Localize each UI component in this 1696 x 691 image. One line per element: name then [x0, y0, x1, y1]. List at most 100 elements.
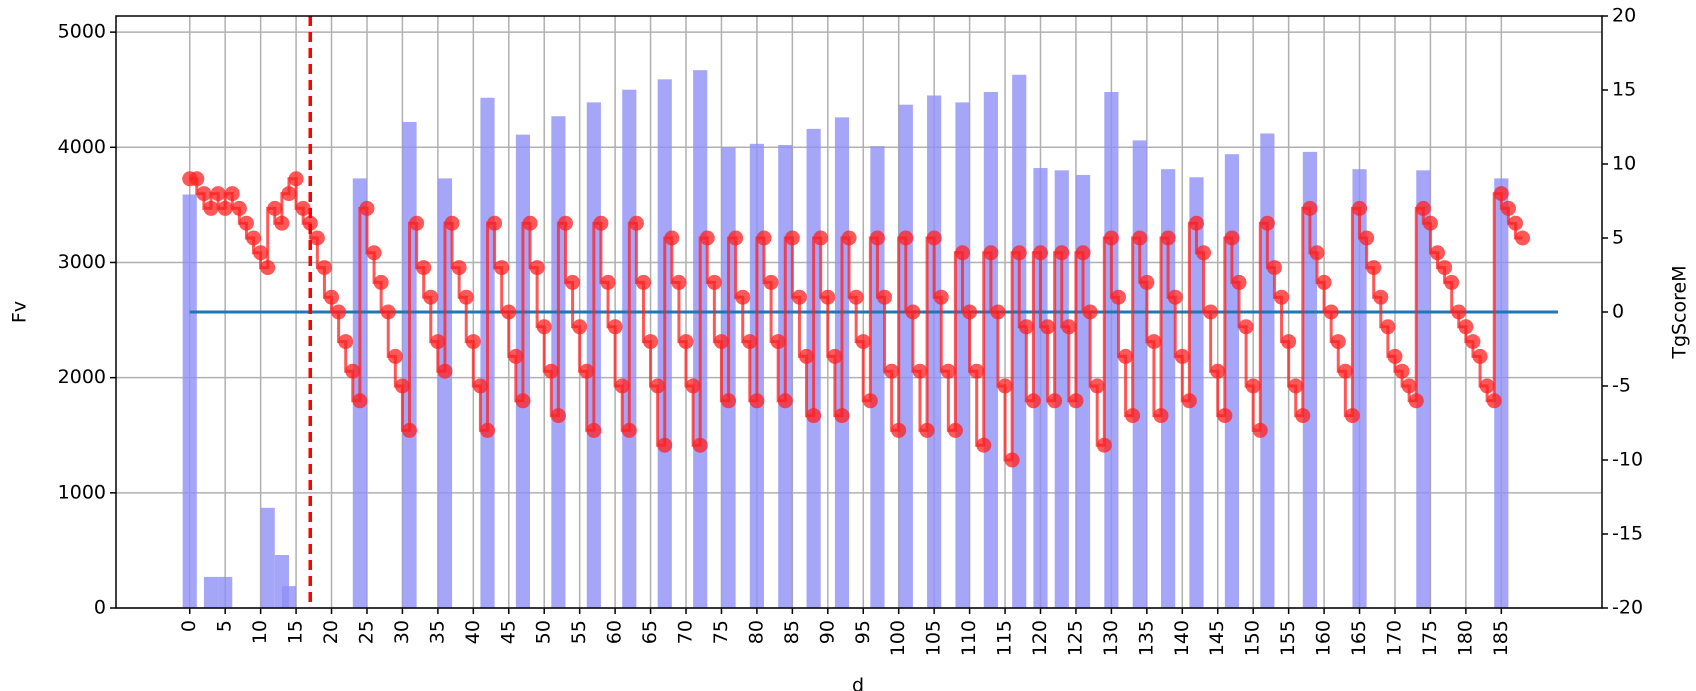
point: [1323, 304, 1339, 320]
y-tick-label: 4000: [58, 136, 106, 158]
x-tick-label: 125: [1064, 620, 1086, 656]
point: [657, 437, 673, 453]
y-tick-label: 2000: [58, 366, 106, 388]
point: [1486, 393, 1502, 409]
point: [1316, 274, 1332, 290]
point: [536, 319, 552, 335]
point: [189, 171, 205, 187]
point: [635, 274, 651, 290]
bar: [281, 586, 297, 608]
x-tick-label: 115: [994, 620, 1016, 656]
point: [1139, 274, 1155, 290]
point: [976, 437, 992, 453]
point: [784, 230, 800, 246]
point: [600, 274, 616, 290]
x-tick-label: 165: [1348, 620, 1370, 656]
point: [1082, 304, 1098, 320]
point: [1281, 334, 1297, 350]
x-axis-label: d: [852, 675, 864, 691]
point: [387, 348, 403, 364]
bar: [1161, 169, 1176, 609]
point: [848, 289, 864, 305]
bar: [1302, 151, 1317, 608]
y2-tick-label: 20: [1612, 5, 1636, 27]
point: [834, 408, 850, 424]
x-tick-label: 40: [462, 620, 484, 644]
y2-tick-label: 0: [1612, 301, 1624, 323]
point: [331, 304, 347, 320]
point: [813, 230, 829, 246]
point: [1224, 230, 1240, 246]
point: [1500, 200, 1516, 216]
point: [1146, 334, 1162, 350]
x-tick-label: 70: [675, 620, 697, 644]
point: [1011, 245, 1027, 261]
bar: [203, 576, 219, 608]
x-tick-label: 0: [178, 620, 200, 632]
point: [1465, 334, 1481, 350]
y2-axis-label: TgScoreM: [1669, 265, 1691, 359]
x-tick-label: 50: [533, 620, 555, 644]
y-tick-label: 5000: [58, 21, 106, 43]
point: [1359, 230, 1375, 246]
point: [1508, 215, 1524, 231]
x-tick-label: 175: [1419, 620, 1441, 656]
bar: [1189, 177, 1204, 609]
point: [260, 260, 276, 276]
point: [933, 289, 949, 305]
y-tick-label: 1000: [58, 481, 106, 503]
y2-tick-label: 5: [1612, 227, 1624, 249]
bar: [1054, 170, 1069, 608]
point: [359, 200, 375, 216]
point: [1344, 408, 1360, 424]
bar: [898, 104, 913, 609]
point: [806, 408, 822, 424]
point: [281, 186, 297, 202]
point: [1437, 260, 1453, 276]
point: [770, 334, 786, 350]
point: [1089, 378, 1105, 394]
point: [352, 393, 368, 409]
point: [1231, 274, 1247, 290]
x-tick-label: 35: [426, 620, 448, 644]
y2-tick-label: 10: [1612, 153, 1636, 175]
point: [777, 393, 793, 409]
point: [515, 393, 531, 409]
point: [1451, 304, 1467, 320]
bar: [437, 178, 453, 608]
bar: [1012, 74, 1027, 608]
point: [1061, 319, 1077, 335]
point: [480, 422, 495, 438]
point: [1110, 289, 1126, 305]
point: [1032, 245, 1048, 261]
point: [1401, 378, 1417, 394]
point: [685, 378, 701, 394]
x-tick-label: 100: [887, 620, 909, 656]
bar: [1132, 140, 1147, 608]
point: [855, 334, 871, 350]
point: [1352, 200, 1368, 216]
point: [1018, 319, 1034, 335]
point: [1373, 289, 1389, 305]
x-tick-label: 170: [1383, 620, 1405, 656]
bar: [1033, 168, 1048, 608]
point: [735, 289, 751, 305]
bar: [1494, 178, 1509, 608]
x-tick-label: 160: [1313, 620, 1335, 656]
point: [799, 348, 815, 364]
point: [465, 334, 481, 350]
bar: [955, 102, 970, 609]
point: [699, 230, 715, 246]
point: [444, 215, 460, 231]
point: [1188, 215, 1204, 231]
point: [345, 363, 361, 379]
point: [253, 245, 269, 261]
y2-tick-label: -20: [1612, 597, 1643, 619]
point: [742, 334, 758, 350]
point: [394, 378, 410, 394]
point: [508, 348, 524, 364]
point: [579, 363, 595, 379]
point: [1444, 274, 1460, 290]
point: [1040, 319, 1056, 335]
point: [203, 200, 219, 216]
